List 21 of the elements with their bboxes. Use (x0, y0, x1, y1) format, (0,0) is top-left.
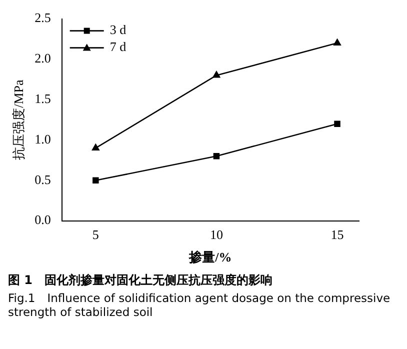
caption: 图 1 固化剂掺量对固化土无侧压抗压强度的影响 (8, 273, 274, 288)
caption: Fig.1 Influence of solidification agent dosage on the compressive strength of stabilized soil (8, 291, 392, 320)
y-tick-label: 2.0 (34, 50, 51, 66)
x-tick-label: 10 (210, 227, 223, 242)
y-tick-label: 0.5 (34, 172, 51, 187)
x-axis-title: 掺量/% (188, 250, 232, 265)
legend-label: 7 d (110, 39, 127, 54)
y-axis-title: 抗压强度/MPa (11, 79, 26, 160)
point (334, 38, 341, 46)
point (92, 177, 99, 184)
y-tick-label: 2.5 (34, 10, 51, 26)
point (334, 120, 340, 127)
x-tick-label: 15 (330, 227, 344, 242)
y-tick-label: 1.0 (34, 131, 51, 146)
point (92, 144, 100, 150)
x-tick-label: 5 (92, 227, 99, 242)
y-tick-label: 0.0 (34, 212, 51, 228)
y-tick-label: 1.5 (34, 91, 51, 106)
legend-label: 3 d (110, 22, 127, 38)
point (213, 153, 220, 160)
point (212, 71, 220, 78)
